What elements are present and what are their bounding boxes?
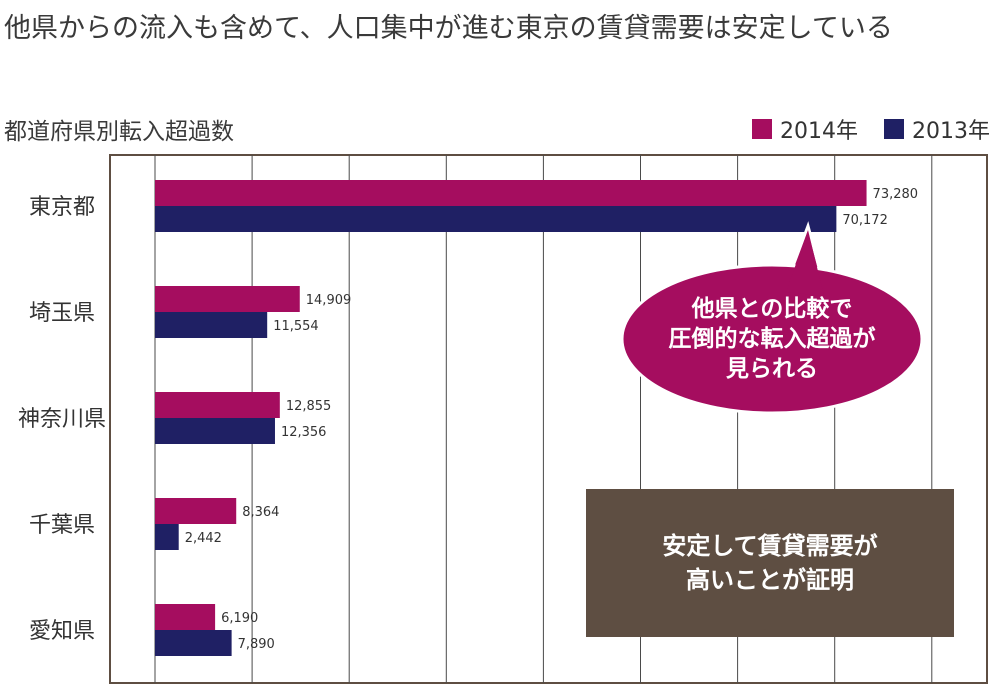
chart-title: 他県からの流入も含めて、人口集中が進む東京の賃貸需要は安定している [4,13,893,44]
bubble-line-1: 他県との比較で [691,296,853,322]
legend-label-2013: 2013年 [912,119,990,144]
bar-2014-1 [155,286,300,312]
value-label-2013-2: 12,356 [281,425,327,440]
chart-subtitle: 都道府県別転入超過数 [4,119,234,145]
value-label-2014-1: 14,909 [306,293,352,308]
legend: 2014年 2013年 [752,113,990,145]
bar-2014-3 [155,498,237,524]
bar-2013-2 [155,418,275,444]
callout-bubble-text: 他県との比較で 圧倒的な転入超過が 見られる [622,265,922,413]
legend-label-2014: 2014年 [780,119,858,144]
value-label-2013-0: 70,172 [842,213,888,228]
category-label-1: 埼玉県 [29,301,95,326]
value-label-2014-4: 6,190 [221,611,258,626]
category-label-2: 神奈川県 [18,407,106,432]
value-label-2013-4: 7,890 [238,637,275,652]
bubble-line-3: 見られる [726,356,818,382]
value-label-2013-3: 2,442 [185,531,222,546]
category-label-4: 愛知県 [29,619,95,644]
bar-2013-1 [155,312,268,338]
bar-2014-2 [155,392,280,418]
bubble-line-2: 圧倒的な転入超過が [668,326,876,352]
bar-2013-4 [155,630,232,656]
callout-box: 安定して賃貸需要が 高いことが証明 [586,489,954,637]
bar-2014-0 [155,180,867,206]
legend-swatch-2013 [884,119,904,139]
box-line-1: 安定して賃貸需要が [662,532,878,560]
category-label-3: 千葉県 [29,513,95,538]
callout-bubble [620,263,924,415]
box-line-2: 高いことが証明 [686,566,854,594]
category-label-0: 東京都 [29,195,95,220]
bar-2013-3 [155,524,179,550]
bar-2013-0 [155,206,837,232]
legend-swatch-2014 [752,119,772,139]
bar-2014-4 [155,604,216,630]
value-label-2014-3: 8,364 [242,505,279,520]
value-label-2014-0: 73,280 [873,187,919,202]
callout-bubble-tail-fill [786,230,824,296]
value-label-2014-2: 12,855 [286,399,332,414]
value-label-2013-1: 11,554 [273,319,319,334]
